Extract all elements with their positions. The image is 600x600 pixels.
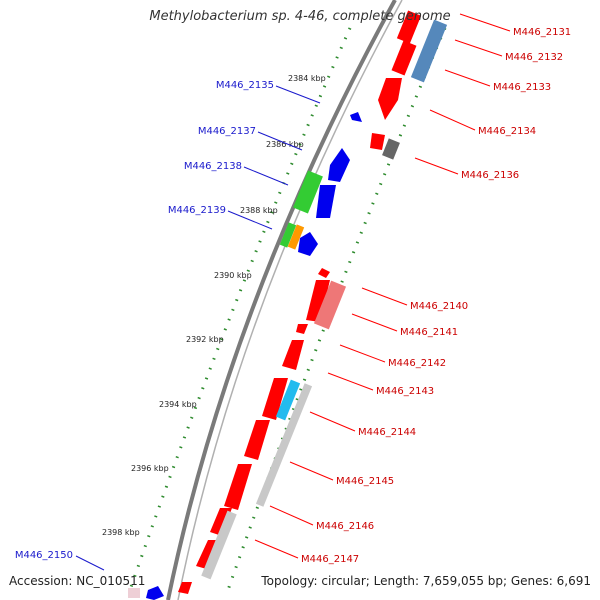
tick-label: 2388 kbp (240, 206, 278, 215)
leader-line (257, 131, 303, 151)
tick-label: 2398 kbp (102, 528, 140, 537)
gene-block[interactable] (410, 19, 448, 83)
gene-label[interactable]: M446_2131 (513, 27, 571, 38)
leader-line (414, 157, 459, 175)
gene-label[interactable]: M446_2136 (461, 170, 519, 181)
leader-line (275, 85, 321, 104)
gene-arrow[interactable] (244, 420, 270, 460)
gene-label[interactable]: M446_2143 (376, 386, 434, 397)
gene-label[interactable]: M446_2138 (184, 161, 242, 172)
tick-label: 2394 kbp (159, 400, 197, 409)
gene-label[interactable]: M446_2134 (478, 126, 536, 137)
reverse-gene-labels: M446_2135 M446_2137 M446_2138 M446_2139 … (15, 80, 274, 561)
leader-lines (75, 13, 511, 571)
gene-block[interactable] (275, 379, 301, 421)
leader-line (227, 210, 273, 230)
gene-block[interactable] (279, 222, 297, 248)
tick-label: 2396 kbp (131, 464, 169, 473)
leader-line (454, 39, 503, 57)
forward-gene-labels: M446_2131 M446_2132 M446_2133 M446_2134 … (301, 27, 571, 565)
gene-label[interactable]: M446_2141 (400, 327, 458, 338)
gene-label[interactable]: M446_2139 (168, 205, 226, 216)
gene-arrow[interactable] (318, 268, 330, 278)
gene-label[interactable]: M446_2144 (358, 427, 416, 438)
leader-line (327, 372, 374, 391)
gene-arrow[interactable] (378, 78, 402, 120)
gene-arrow[interactable] (370, 133, 385, 150)
tick-label: 2384 kbp (288, 74, 326, 83)
accession-label: Accession: NC_010511 (9, 574, 146, 588)
leader-line (254, 539, 299, 559)
gene-block[interactable] (382, 138, 400, 160)
gene-block[interactable] (128, 588, 140, 598)
leader-line (361, 287, 408, 306)
leader-line (289, 461, 334, 481)
leader-line (444, 69, 491, 87)
gene-block[interactable] (313, 280, 347, 330)
leader-line (429, 109, 476, 131)
gene-block[interactable] (255, 383, 313, 507)
gene-label[interactable]: M446_2145 (336, 476, 394, 487)
tick-label: 2390 kbp (214, 271, 252, 280)
gene-arrow[interactable] (328, 148, 350, 182)
leader-line (75, 555, 105, 571)
gene-block[interactable] (293, 170, 323, 214)
gene-block[interactable] (396, 10, 422, 44)
genome-backbone-inner (177, 0, 403, 600)
gene-arrow[interactable] (350, 112, 362, 122)
gene-label[interactable]: M446_2137 (198, 126, 256, 137)
gene-arrow[interactable] (296, 324, 308, 334)
gene-block[interactable] (201, 510, 237, 580)
gene-arrow[interactable] (282, 340, 304, 370)
tick-label: 2386 kbp (266, 140, 304, 149)
genome-backbone (166, 0, 397, 600)
genome-title: Methylobacterium sp. 4-46, complete geno… (149, 9, 451, 24)
gene-arrow[interactable] (146, 586, 164, 600)
gene-arrow[interactable] (262, 378, 288, 420)
gene-label[interactable]: M446_2147 (301, 554, 359, 565)
leader-line (243, 166, 289, 186)
tick-labels: 2384 kbp 2386 kbp 2388 kbp 2390 kbp 2392… (102, 74, 326, 537)
gene-arrow[interactable] (306, 280, 330, 322)
gene-block[interactable] (287, 224, 305, 250)
gene-label[interactable]: M446_2140 (410, 301, 468, 312)
gene-arrow[interactable] (316, 185, 336, 218)
leader-line (351, 313, 398, 332)
gene-block[interactable] (391, 40, 417, 76)
leader-line (459, 13, 511, 32)
leader-line (309, 411, 356, 432)
gene-arrow[interactable] (178, 582, 192, 594)
leader-line (269, 505, 314, 526)
topology-summary: Topology: circular; Length: 7,659,055 bp… (261, 574, 591, 588)
gene-label[interactable]: M446_2150 (15, 550, 73, 561)
gene-arrow[interactable] (298, 232, 318, 256)
gene-label[interactable]: M446_2135 (216, 80, 274, 91)
gene-label[interactable]: M446_2132 (505, 52, 563, 63)
tick-label: 2392 kbp (186, 335, 224, 344)
gene-blocks (128, 10, 448, 600)
gene-label[interactable]: M446_2133 (493, 82, 551, 93)
gene-label[interactable]: M446_2142 (388, 358, 446, 369)
gene-label[interactable]: M446_2146 (316, 521, 374, 532)
leader-line (339, 344, 386, 363)
gene-arrow[interactable] (224, 464, 252, 510)
